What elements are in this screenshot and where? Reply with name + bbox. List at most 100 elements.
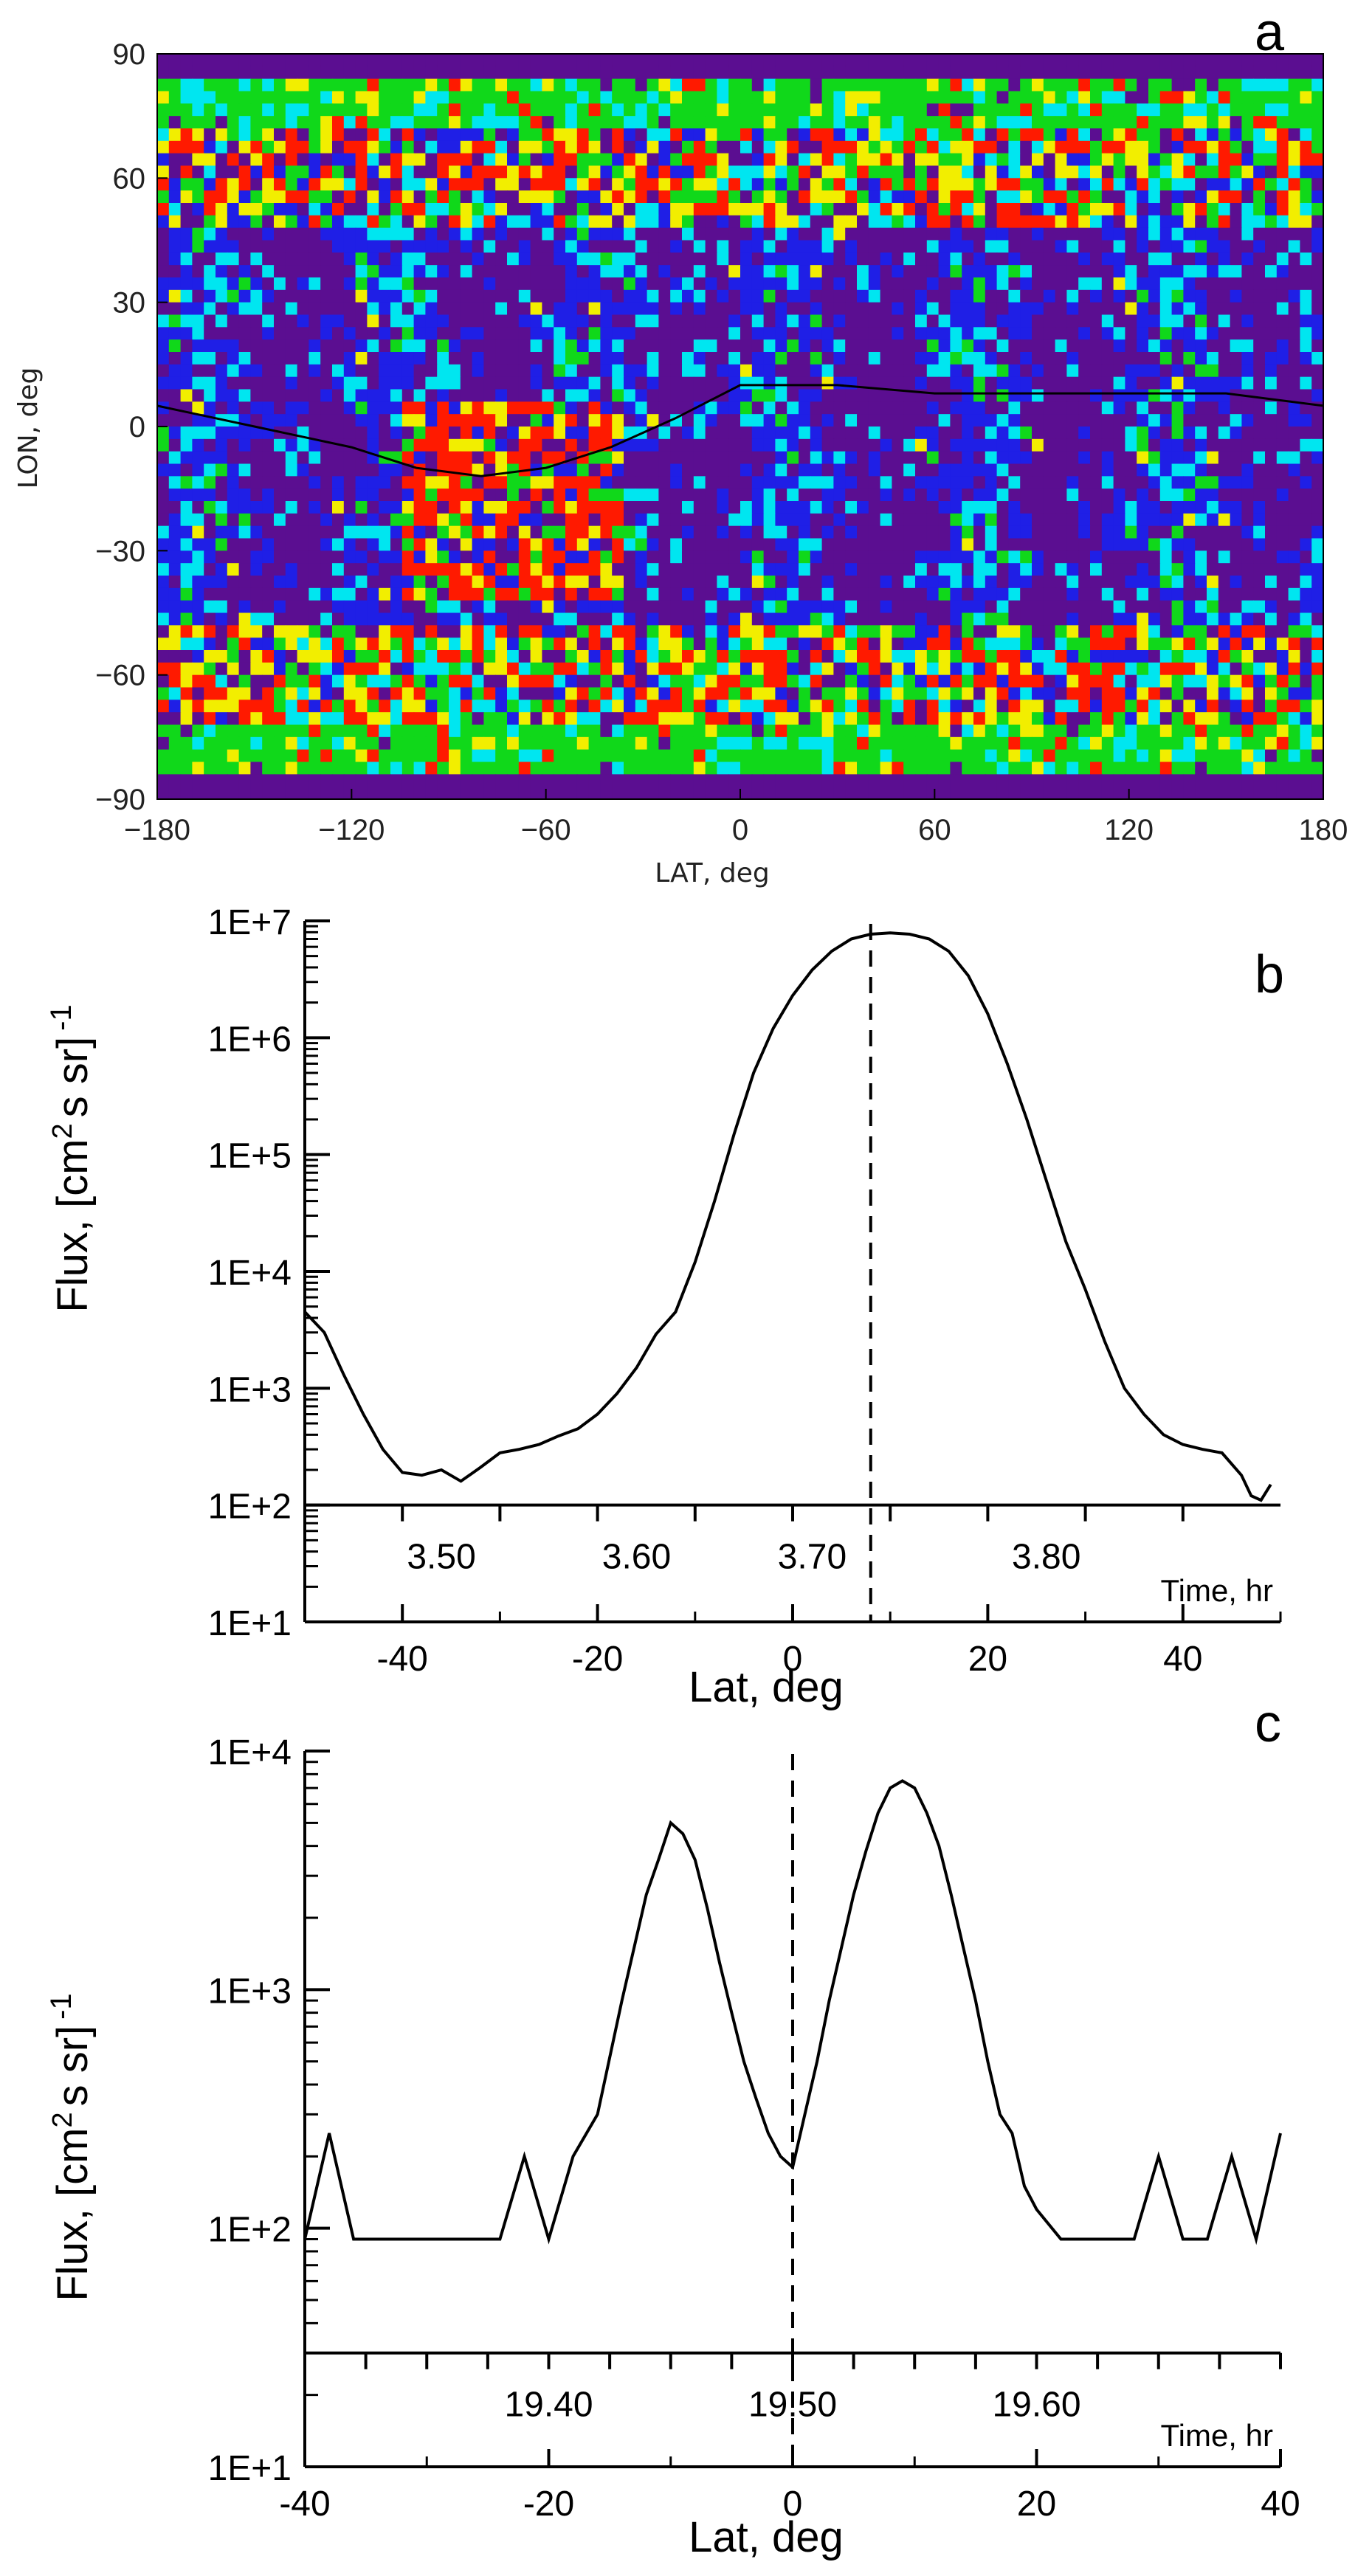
heatmap-cell: [554, 289, 566, 303]
heatmap-cell: [274, 314, 286, 328]
heatmap-cell: [332, 327, 345, 340]
heatmap-cell: [297, 625, 310, 638]
heatmap-cell: [507, 538, 520, 552]
heatmap-cell: [600, 240, 613, 254]
heatmap-cell: [530, 265, 543, 278]
heatmap-cell: [1265, 414, 1278, 427]
heatmap-cell: [1159, 476, 1173, 489]
heatmap-cell: [1300, 178, 1312, 191]
heatmap-cell: [588, 538, 601, 552]
heatmap-cell: [763, 501, 776, 514]
heatmap-cell: [157, 389, 170, 403]
heatmap-cell: [308, 116, 321, 129]
heatmap-cell: [751, 625, 765, 638]
heatmap-cell: [1230, 587, 1243, 601]
heatmap-cell: [973, 600, 986, 614]
heatmap-cell: [1066, 265, 1079, 278]
heatmap-cell: [892, 376, 904, 390]
heatmap-cell: [425, 314, 438, 328]
heatmap-cell: [542, 401, 554, 415]
heatmap-cell: [1288, 638, 1301, 651]
heatmap-cell: [821, 339, 835, 353]
heatmap-cell: [1265, 277, 1278, 291]
heatmap-cell: [588, 401, 601, 415]
heatmap-cell: [542, 140, 554, 154]
heatmap-cell: [425, 91, 438, 105]
heatmap-cell: [903, 314, 916, 328]
heatmap-cell: [880, 488, 893, 502]
heatmap-cell: [192, 525, 204, 539]
heatmap-cell: [1195, 252, 1207, 266]
heatmap-cell: [821, 662, 835, 676]
heatmap-cell: [728, 103, 741, 117]
heatmap-cell: [1148, 401, 1161, 415]
heatmap-cell: [1241, 54, 1254, 67]
heatmap-cell: [390, 612, 403, 626]
heatmap-cell: [530, 277, 543, 291]
heatmap-cell: [787, 116, 799, 129]
heatmap-cell: [1253, 277, 1266, 291]
heatmap-cell: [717, 488, 729, 502]
heatmap-cell: [705, 364, 718, 378]
heatmap-cell: [576, 414, 590, 427]
heatmap-cell: [332, 227, 345, 241]
heatmap-cell: [996, 550, 1010, 564]
heatmap-cell: [588, 153, 601, 167]
heatmap-cell: [868, 227, 881, 241]
heatmap-cell: [926, 140, 940, 154]
heatmap-cell: [868, 91, 881, 105]
heatmap-cell: [1311, 327, 1324, 340]
heatmap-cell: [1183, 140, 1196, 154]
heatmap-cell: [775, 476, 787, 489]
heatmap-cell: [1125, 116, 1137, 129]
heatmap-cell: [1171, 563, 1185, 576]
heatmap-cell: [576, 190, 590, 204]
heatmap-cell: [401, 451, 415, 465]
heatmap-cell: [216, 289, 228, 303]
heatmap-cell: [1265, 153, 1278, 167]
heatmap-cell: [483, 140, 496, 154]
heatmap-cell: [833, 538, 846, 552]
heatmap-cell: [1207, 364, 1219, 378]
heatmap-cell: [903, 265, 916, 278]
heatmap-cell: [262, 91, 275, 105]
heatmap-cell: [1253, 91, 1266, 105]
heatmap-cell: [449, 54, 461, 67]
heatmap-cell: [915, 488, 928, 502]
heatmap-cell: [624, 612, 636, 626]
heatmap-cell: [343, 314, 356, 328]
heatmap-cell: [705, 116, 718, 129]
heatmap-cell: [763, 190, 776, 204]
heatmap-cell: [915, 650, 928, 663]
heatmap-cell: [751, 128, 765, 142]
heatmap-cell: [845, 513, 858, 527]
heatmap-cell: [250, 451, 263, 465]
heatmap-cell: [238, 650, 252, 663]
heatmap-cell: [833, 265, 846, 278]
heatmap-cell: [624, 103, 636, 117]
heatmap-cell: [1218, 563, 1231, 576]
heatmap-cell: [1055, 227, 1068, 241]
heatmap-cell: [1183, 203, 1196, 216]
heatmap-cell: [1032, 103, 1044, 117]
heatmap-cell: [775, 438, 787, 452]
heatmap-cell: [425, 302, 438, 316]
heatmap-cell: [868, 178, 881, 191]
heatmap-cell: [1020, 563, 1033, 576]
heatmap-cell: [495, 476, 508, 489]
heatmap-cell: [1148, 476, 1161, 489]
heatmap-cell: [821, 178, 835, 191]
heatmap-cell: [320, 153, 333, 167]
heatmap-cell: [1195, 54, 1207, 67]
heatmap-cell: [868, 314, 881, 328]
heatmap-cell: [787, 401, 799, 415]
heatmap-cell: [1253, 376, 1266, 390]
heatmap-cell: [379, 91, 391, 105]
heatmap-cell: [1311, 140, 1324, 154]
heatmap-cell: [985, 513, 998, 527]
heatmap-cell: [518, 240, 531, 254]
heatmap-cell: [1113, 203, 1126, 216]
heatmap-cell: [926, 525, 940, 539]
heatmap-cell: [576, 128, 590, 142]
heatmap-cell: [588, 178, 601, 191]
